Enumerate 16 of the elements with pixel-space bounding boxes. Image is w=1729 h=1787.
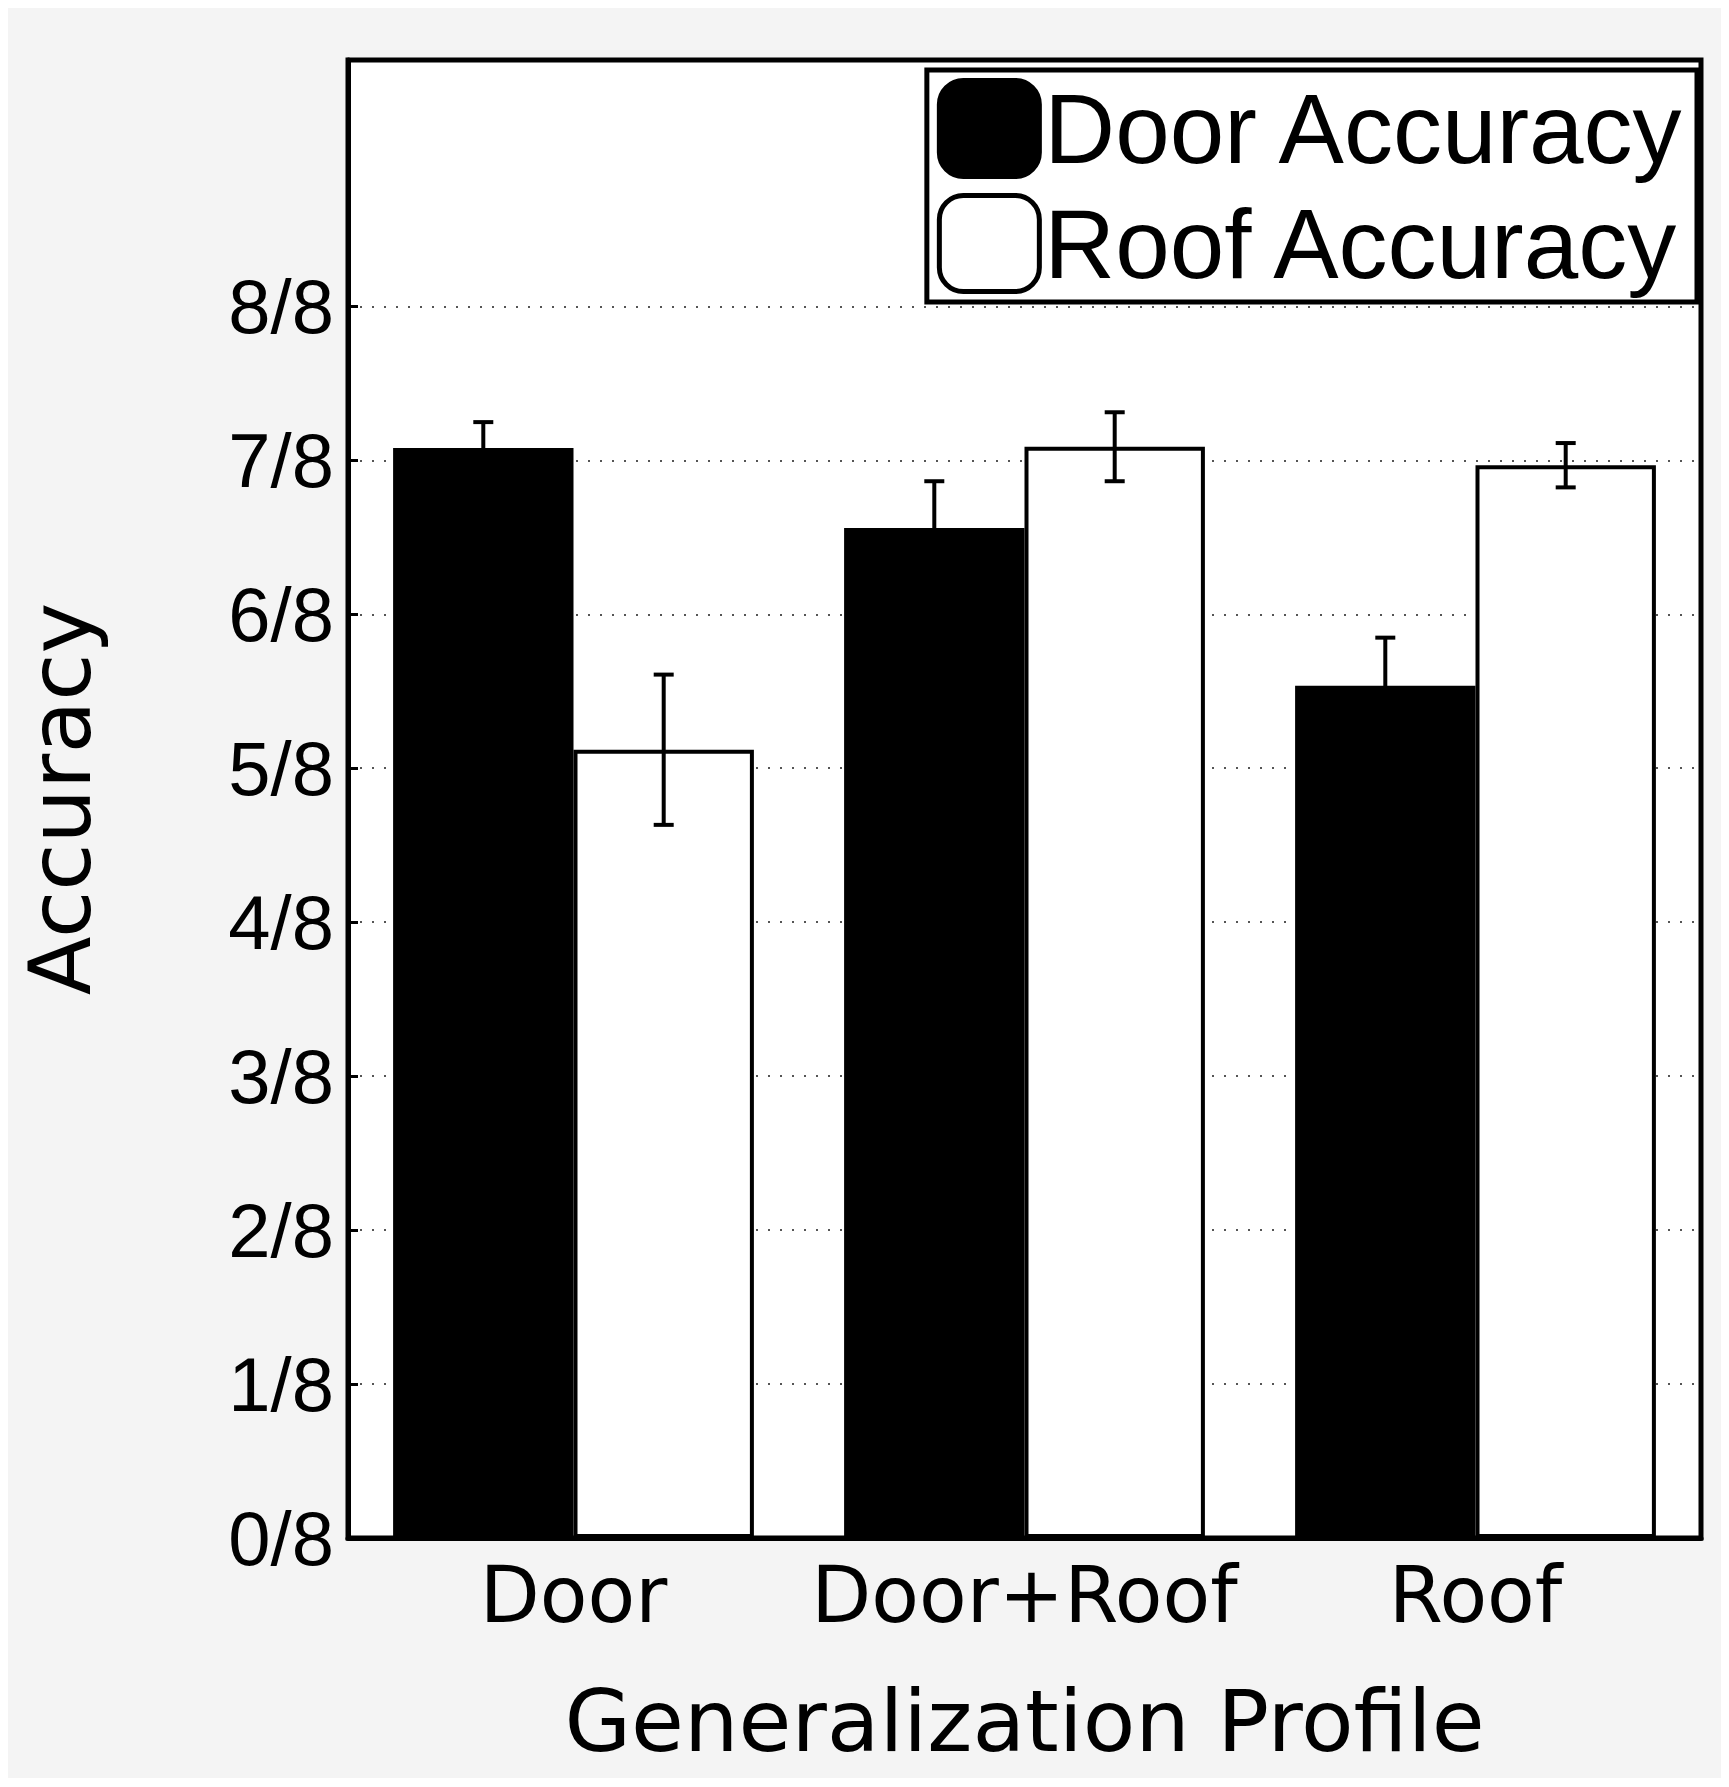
legend-label: Roof Accuracy <box>1044 188 1677 299</box>
x-tick-label: Roof <box>1388 1550 1564 1640</box>
x-tick-label: Door+Roof <box>811 1550 1240 1640</box>
y-tick-label: 8/8 <box>228 263 334 349</box>
y-tick-label: 7/8 <box>228 417 334 503</box>
y-tick-label: 5/8 <box>228 725 334 811</box>
x-tick-label: Door <box>479 1550 669 1640</box>
y-tick-label: 6/8 <box>228 571 334 657</box>
y-tick-label: 0/8 <box>228 1495 334 1581</box>
x-axis-title: Generalization Profile <box>564 1671 1485 1771</box>
y-axis-title: Accuracy <box>10 602 110 996</box>
y-tick-label: 3/8 <box>228 1033 334 1119</box>
y-tick-label: 2/8 <box>228 1187 334 1273</box>
y-tick-label: 4/8 <box>228 879 334 965</box>
y-tick-label: 1/8 <box>228 1341 334 1427</box>
legend-label: Door Accuracy <box>1044 73 1682 184</box>
